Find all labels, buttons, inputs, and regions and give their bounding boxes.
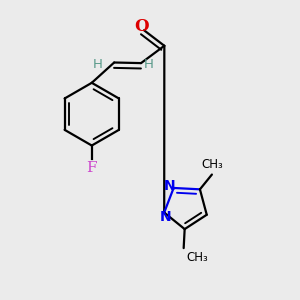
Text: N: N (159, 210, 171, 224)
Text: H: H (144, 58, 154, 71)
Text: CH₃: CH₃ (186, 251, 208, 264)
Text: H: H (93, 58, 103, 71)
Text: F: F (86, 161, 97, 175)
Text: O: O (134, 18, 149, 35)
Text: CH₃: CH₃ (202, 158, 224, 171)
Text: N: N (163, 179, 175, 194)
